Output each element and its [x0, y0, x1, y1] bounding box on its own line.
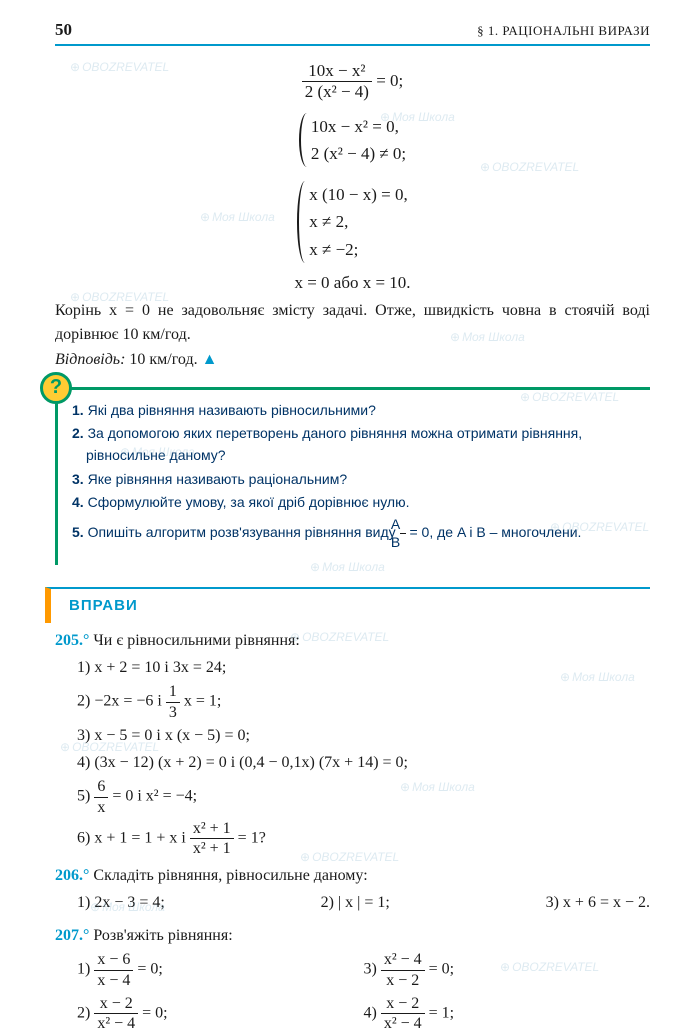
- answer-label: Відповідь:: [55, 351, 125, 368]
- equation-fraction: 10x − x² 2 (x² − 4) = 0;: [55, 61, 650, 103]
- ex-number: 207.°: [55, 927, 89, 944]
- sys1-line1: 10x − x² = 0,: [311, 113, 406, 140]
- sys2-line1: x (10 − x) = 0,: [309, 181, 408, 208]
- question-3: 3. Яке рівняння називають раціональним?: [72, 469, 642, 491]
- ex205-item3: 3) x − 5 = 0 і x (x − 5) = 0;: [77, 724, 650, 749]
- ex205-item2: 2) −2x = −6 і 13 x = 1;: [77, 682, 650, 721]
- ex206-item1: 1) 2x − 3 = 4;: [77, 891, 165, 916]
- eq-numerator: 10x − x²: [302, 61, 372, 82]
- ex-prompt: Складіть рівняння, рівносильне даному:: [93, 867, 367, 884]
- ex207-item4: 4) x − 2x² − 4 = 1;: [364, 994, 651, 1033]
- exercise-207: 207.° Розв'яжіть рівняння: 1) x − 6x − 4…: [55, 924, 650, 1035]
- question-1: 1. Які два рівняння називають рівносильн…: [72, 400, 642, 422]
- end-triangle-icon: ▲: [202, 351, 218, 368]
- ex205-item1: 1) x + 2 = 10 і 3x = 24;: [77, 656, 650, 681]
- explanation-text: Корінь x = 0 не задовольняє змісту задач…: [55, 299, 650, 347]
- exercise-206: 206.° Складіть рівняння, рівносильне дан…: [55, 864, 650, 918]
- answer-line: Відповідь: 10 км/год. ▲: [55, 351, 650, 369]
- system-2: x (10 − x) = 0, x ≠ 2, x ≠ −2;: [55, 177, 650, 267]
- ex207-item1: 1) x − 6x − 4 = 0;: [77, 950, 364, 989]
- answer-value: 10 км/год.: [129, 351, 197, 368]
- ex-number: 206.°: [55, 867, 89, 884]
- page-number: 50: [55, 20, 72, 40]
- eq-rhs: = 0;: [376, 71, 403, 90]
- exercises-title: ВПРАВИ: [69, 597, 138, 614]
- chapter-title: § 1. РАЦІОНАЛЬНІ ВИРАЗИ: [477, 23, 650, 39]
- question-2: 2. За допомогою яких перетворень даного …: [72, 423, 642, 466]
- ex-prompt: Чи є рівносильними рівняння:: [93, 632, 299, 649]
- system-1: 10x − x² = 0, 2 (x² − 4) ≠ 0;: [55, 109, 650, 171]
- question-5: 5. Опишіть алгоритм розв'язування рівнян…: [72, 516, 642, 551]
- eq-denominator: 2 (x² − 4): [302, 82, 372, 102]
- questions-box: ? 1. Які два рівняння називають рівносил…: [55, 387, 650, 565]
- exercises-header: ВПРАВИ: [45, 587, 650, 623]
- ex206-item3: 3) x + 6 = x − 2.: [546, 891, 650, 916]
- sys2-line3: x ≠ −2;: [309, 236, 408, 263]
- ex207-item3: 3) x² − 4x − 2 = 0;: [364, 950, 651, 989]
- sys2-line2: x ≠ 2,: [309, 208, 408, 235]
- ex205-item6: 6) x + 1 = 1 + x і x² + 1x² + 1 = 1?: [77, 819, 650, 858]
- ex206-item2: 2) | x | = 1;: [321, 891, 390, 916]
- ex205-item4: 4) (3x − 12) (x + 2) = 0 і (0,4 − 0,1x) …: [77, 751, 650, 776]
- ex207-item2: 2) x − 2x² − 4 = 0;: [77, 994, 364, 1033]
- sys1-line2: 2 (x² − 4) ≠ 0;: [311, 140, 406, 167]
- question-4: 4. Сформулюйте умову, за якої дріб дорів…: [72, 492, 642, 514]
- result-line: x = 0 або x = 10.: [55, 273, 650, 293]
- page-header: 50 § 1. РАЦІОНАЛЬНІ ВИРАЗИ: [55, 20, 650, 46]
- ex205-item5: 5) 6x = 0 і x² = −4;: [77, 777, 650, 816]
- textbook-page: 50 § 1. РАЦІОНАЛЬНІ ВИРАЗИ 10x − x² 2 (x…: [0, 0, 690, 1024]
- ex-prompt: Розв'яжіть рівняння:: [93, 927, 232, 944]
- exercise-205: 205.° Чи є рівносильними рівняння: 1) x …: [55, 629, 650, 858]
- question-mark-icon: ?: [40, 372, 72, 404]
- ex-number: 205.°: [55, 632, 89, 649]
